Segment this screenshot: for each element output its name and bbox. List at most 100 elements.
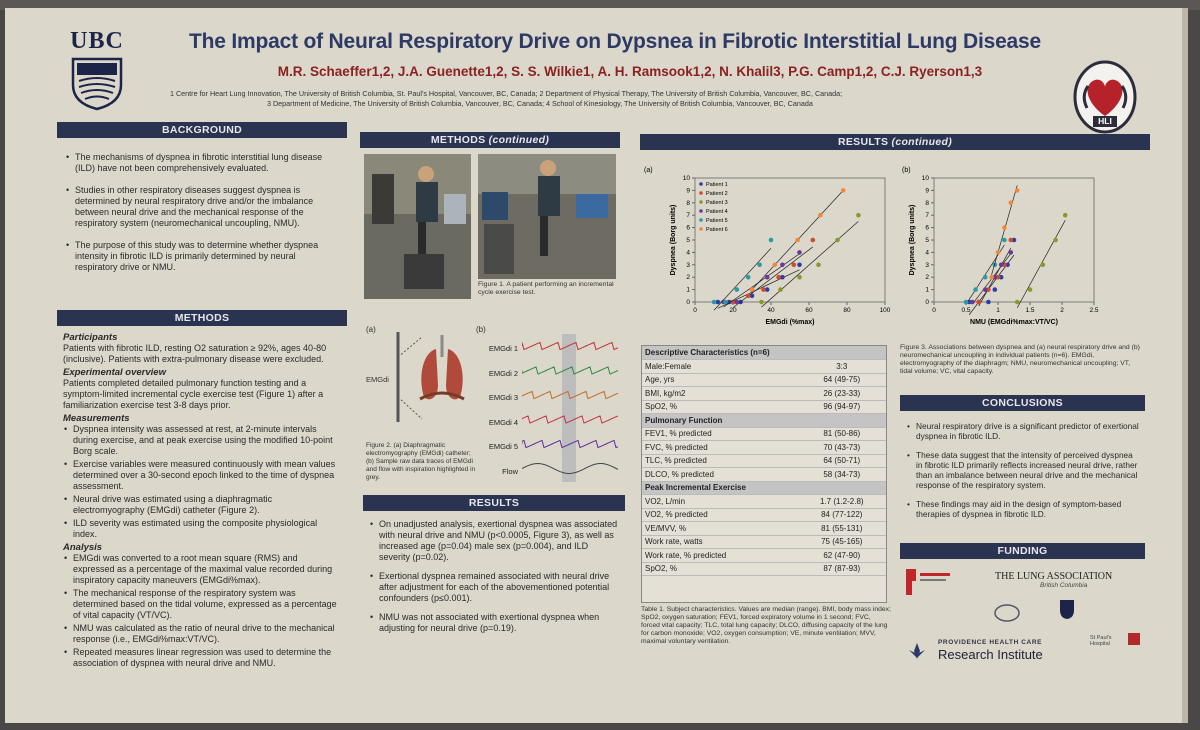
- data-point: [995, 250, 1001, 255]
- poster: UBC The Impact of Neural Respiratory Dri…: [5, 8, 1188, 723]
- data-point: [1008, 200, 1014, 206]
- regression-line: [991, 185, 1018, 275]
- data-point: [780, 274, 785, 280]
- methods-section: METHODS Participants Patients with fibro…: [57, 310, 347, 710]
- flow-trace: [522, 463, 618, 474]
- methods-continued-heading: METHODS (continued): [360, 132, 620, 148]
- hli-logo: HLI: [1073, 60, 1137, 134]
- y-tick-label: 4: [925, 249, 929, 256]
- conclusions-bullet: These data suggest that the intensity of…: [906, 450, 1139, 490]
- affiliation-line-1: 1 Centre for Heart Lung Innovation, The …: [170, 89, 843, 98]
- table-cell-label: BMI, kg/m2: [642, 386, 798, 401]
- data-point: [970, 299, 975, 305]
- y-tick-label: 10: [683, 175, 691, 182]
- table-row: SpO2, % 87 (87-93): [642, 562, 886, 576]
- data-point: [745, 293, 751, 299]
- analysis-title: Analysis: [63, 542, 103, 553]
- y-tick-label: 3: [925, 262, 929, 269]
- regression-line: [732, 246, 814, 308]
- data-point: [776, 274, 781, 280]
- table-row: VO2, L/min 1.7 (1.2-2.8): [642, 494, 886, 509]
- data-point: [1002, 237, 1007, 243]
- table-cell-value: 81 (50-86): [797, 427, 886, 441]
- table-row: Age, yrs 64 (49-75): [642, 373, 886, 387]
- y-tick-label: 2: [686, 274, 690, 281]
- regression-line: [723, 253, 800, 308]
- pulmonary-function-header: Pulmonary Function: [642, 413, 886, 428]
- x-tick-label: 0: [932, 307, 936, 314]
- background-bullet: The purpose of this study was to determi…: [65, 240, 339, 273]
- y-tick-label: 0: [686, 299, 690, 306]
- background-heading: BACKGROUND: [57, 122, 347, 138]
- conclusions-section: CONCLUSIONS Neural respiratory drive is …: [900, 395, 1145, 545]
- overview-title: Experimental overview: [63, 367, 166, 378]
- lung-association-logo: THE LUNG ASSOCIATION: [995, 571, 1113, 582]
- legend-marker: [699, 200, 703, 204]
- lung-association-sub: British Columbia: [1040, 582, 1088, 589]
- affiliation-line-2: 3 Department of Medicine, The University…: [267, 99, 813, 108]
- data-point: [772, 262, 778, 268]
- data-point: [764, 287, 770, 292]
- data-point: [986, 299, 991, 305]
- x-axis-label: NMU (EMGdi%max:VT/VC): [970, 319, 1058, 326]
- data-point: [749, 287, 755, 292]
- x-tick-label: 1: [996, 307, 1000, 314]
- x-tick-label: 100: [880, 307, 891, 314]
- data-point: [995, 274, 1001, 280]
- participants-title: Participants: [63, 332, 118, 343]
- exercise-lab-photo: [478, 154, 616, 279]
- regression-line: [713, 248, 772, 311]
- table-row: TLC, % predicted 64 (50-71): [642, 454, 886, 468]
- y-tick-label: 8: [925, 200, 929, 207]
- data-point: [726, 299, 732, 305]
- results-heading: RESULTS: [363, 495, 625, 511]
- emgdi-traces-icon: [522, 334, 618, 482]
- funding-heading: FUNDING: [900, 543, 1145, 559]
- legend-label: Patient 3: [706, 200, 728, 206]
- analysis-bullet: NMU was calculated as the ratio of neura…: [63, 623, 341, 645]
- table-cell-label: Age, yrs: [642, 373, 798, 387]
- x-axis-label: EMGdi (%max): [765, 319, 814, 326]
- data-point: [734, 299, 740, 305]
- results-section: RESULTS On unadjusted analysis, exertion…: [363, 495, 625, 665]
- data-point: [1062, 212, 1068, 218]
- x-tick-label: 40: [767, 307, 775, 314]
- data-point: [816, 262, 821, 268]
- sponsor-emblem-icon: [994, 604, 1020, 622]
- y-tick-label: 1: [925, 287, 929, 294]
- table-cell-label: DLCO, % predicted: [642, 467, 798, 482]
- emgdi-trace: [522, 439, 618, 449]
- data-point: [745, 274, 751, 280]
- data-point: [986, 287, 991, 292]
- data-point: [840, 188, 846, 193]
- table-cell-label: TLC, % predicted: [642, 454, 798, 468]
- panel-label: (b): [902, 167, 911, 174]
- legend-marker: [699, 182, 703, 186]
- data-point: [992, 274, 998, 280]
- data-point: [761, 287, 766, 292]
- results-list: On unadjusted analysis, exertional dyspn…: [363, 519, 625, 634]
- table-row: SpO2, % 96 (94-97): [642, 400, 886, 414]
- table-cell-value: 70 (43-73): [797, 440, 886, 455]
- y-tick-label: 10: [922, 175, 930, 182]
- data-point: [835, 237, 840, 243]
- emgdi-catheter-label: EMGdi: [366, 375, 389, 384]
- table-row: DLCO, % predicted 58 (34-73): [642, 467, 886, 482]
- data-point: [797, 250, 802, 255]
- funding-section: FUNDING THE LUNG ASSOCIATION British Col…: [900, 543, 1145, 668]
- table-cell-label: VO2, L/min: [642, 494, 798, 509]
- table-cell-value: 64 (50-71): [797, 454, 886, 468]
- phc-name: PROVIDENCE HEALTH CARE: [938, 639, 1043, 646]
- y-tick-label: 4: [686, 249, 690, 256]
- table-cell-value: 64 (49-75): [797, 373, 886, 387]
- x-tick-label: 80: [843, 307, 851, 314]
- analysis-bullet: Repeated measures linear regression was …: [63, 647, 341, 669]
- table-cell-label: VE/MVV, %: [642, 521, 798, 536]
- table-row: Work rate, % predicted 62 (47-90): [642, 548, 886, 563]
- background-bullet: The mechanisms of dyspnea in fibrotic in…: [65, 152, 339, 174]
- emgdi-trace: [522, 341, 618, 351]
- figure1-caption: Figure 1. A patient performing an increm…: [478, 281, 614, 296]
- chart-nmu-vs-dyspnea: (b) 0 0.5 1 1.5 2 2.5 0 1 2 3 4 5 6 7 8 9 10 NMU (EMGdi%ma…: [902, 167, 1099, 326]
- x-tick-label: 60: [805, 307, 813, 314]
- y-tick-label: 7: [925, 212, 929, 219]
